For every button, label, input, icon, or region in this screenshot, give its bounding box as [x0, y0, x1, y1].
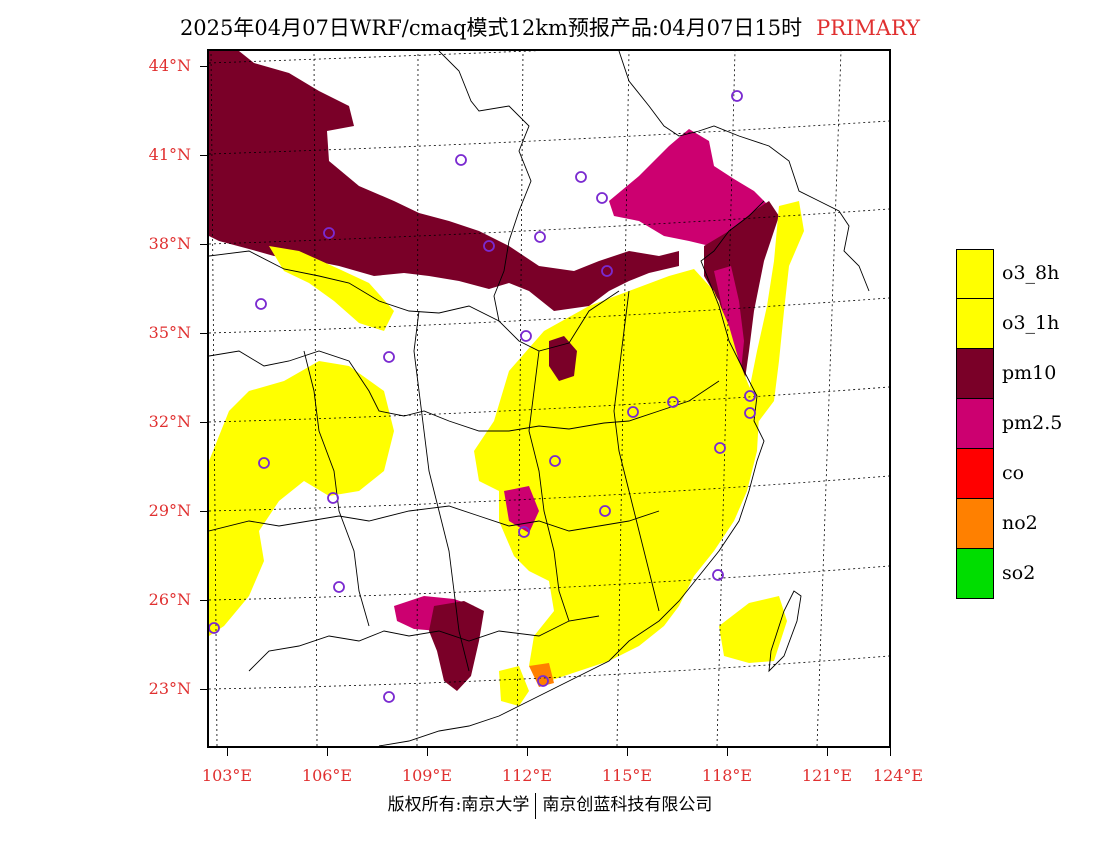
latitude-label: 41°N	[148, 145, 191, 164]
legend-label: pm10	[1002, 362, 1057, 384]
longitude-tick	[890, 748, 891, 756]
o3-region-south	[499, 666, 529, 706]
latitude-label: 38°N	[148, 234, 191, 253]
legend-swatch	[956, 299, 994, 349]
latitude-label: 29°N	[148, 501, 191, 520]
legend-label: no2	[1002, 512, 1038, 534]
map-panel	[207, 49, 891, 748]
station-marker	[714, 442, 726, 454]
station-marker	[601, 265, 613, 277]
legend-label: so2	[1002, 562, 1036, 584]
copyright-footer: 版权所有:南京大学 南京创蓝科技有限公司	[0, 790, 1100, 819]
legend-swatch	[956, 549, 994, 599]
station-marker	[575, 171, 587, 183]
latitude-tick	[200, 422, 208, 423]
pm10-region-hunan	[549, 336, 577, 381]
legend-label: pm2.5	[1002, 412, 1063, 434]
longitude-tick	[627, 748, 628, 756]
pm10-region-north	[209, 51, 679, 311]
latitude-tick	[200, 333, 208, 334]
longitude-label: 103°E	[201, 766, 253, 785]
latitude-tick	[200, 155, 208, 156]
latitude-label: 44°N	[148, 56, 191, 75]
graticule	[209, 51, 889, 746]
longitude-tick	[527, 748, 528, 756]
pm25-region-coast	[714, 266, 744, 371]
station-marker	[537, 675, 549, 687]
latitude-label: 32°N	[148, 412, 191, 431]
longitude-tick	[227, 748, 228, 756]
station-marker	[599, 505, 611, 517]
pm10-region-coast	[704, 201, 779, 386]
station-marker	[712, 569, 724, 581]
copyright-separator	[535, 792, 537, 819]
station-marker	[520, 330, 532, 342]
station-marker	[383, 691, 395, 703]
o3-region-taiwan	[719, 596, 787, 663]
longitude-label: 106°E	[301, 766, 353, 785]
legend-swatch	[956, 499, 994, 549]
title-text: 2025年04月07日WRF/cmaq模式12km预报产品:04月07日15时	[179, 16, 803, 40]
primary-tag: PRIMARY	[816, 16, 921, 40]
station-marker	[744, 407, 756, 419]
longitude-tick	[427, 748, 428, 756]
latitude-label: 26°N	[148, 590, 191, 609]
latitude-tick	[200, 511, 208, 512]
longitude-label: 118°E	[701, 766, 753, 785]
longitude-label: 121°E	[801, 766, 853, 785]
legend-swatch	[956, 399, 994, 449]
station-marker	[549, 455, 561, 467]
station-marker	[258, 457, 270, 469]
longitude-label: 115°E	[601, 766, 653, 785]
copyright-right: 南京创蓝科技有限公司	[542, 795, 713, 815]
longitude-tick	[727, 748, 728, 756]
station-marker	[333, 581, 345, 593]
station-marker	[209, 622, 220, 634]
boundaries	[209, 51, 870, 746]
station-marker	[744, 390, 756, 402]
pm10-region-south	[429, 601, 484, 691]
station-markers	[209, 90, 756, 703]
o3-region-eastcoast	[749, 201, 804, 421]
longitude-label: 112°E	[501, 766, 553, 785]
station-marker	[455, 154, 467, 166]
longitude-label: 109°E	[401, 766, 453, 785]
station-marker	[731, 90, 743, 102]
copyright-left: 版权所有:南京大学	[387, 795, 530, 815]
station-marker	[596, 192, 608, 204]
latitude-label: 35°N	[148, 323, 191, 342]
legend-label: co	[1002, 462, 1025, 484]
station-marker	[518, 526, 530, 538]
map-title: 2025年04月07日WRF/cmaq模式12km预报产品:04月07日15时 P…	[0, 12, 1100, 42]
station-marker	[383, 351, 395, 363]
latitude-tick	[200, 244, 208, 245]
legend-swatch	[956, 449, 994, 499]
o3-region-northwest	[269, 246, 394, 331]
latitude-tick	[200, 600, 208, 601]
station-marker	[255, 298, 267, 310]
o3-region-central	[474, 269, 759, 681]
station-marker	[483, 240, 495, 252]
pollution-map	[209, 51, 889, 746]
legend-label: o3_8h	[1002, 262, 1060, 284]
legend-swatch	[956, 249, 994, 299]
longitude-label: 124°E	[872, 766, 924, 785]
station-marker	[327, 492, 339, 504]
station-marker	[534, 231, 546, 243]
station-marker	[323, 227, 335, 239]
station-marker	[667, 396, 679, 408]
latitude-tick	[200, 689, 208, 690]
latitude-label: 23°N	[148, 679, 191, 698]
longitude-tick	[827, 748, 828, 756]
legend-swatch	[956, 349, 994, 399]
o3-region-west	[209, 361, 394, 636]
pm25-region-central	[504, 486, 539, 533]
legend-label: o3_1h	[1002, 312, 1060, 334]
pm25-region-northeast	[609, 129, 769, 247]
longitude-tick	[327, 748, 328, 756]
station-marker	[627, 406, 639, 418]
latitude-tick	[200, 66, 208, 67]
